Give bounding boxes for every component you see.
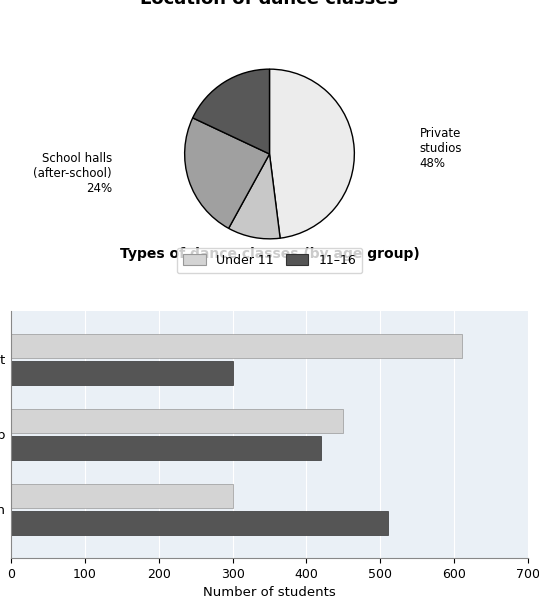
Bar <box>11 361 232 385</box>
Wedge shape <box>185 118 270 229</box>
Title: Types of dance classes (by age group): Types of dance classes (by age group) <box>120 247 419 261</box>
X-axis label: Number of students: Number of students <box>203 586 336 599</box>
Text: Private
studios
48%: Private studios 48% <box>420 127 462 170</box>
Title: Location of dance classes: Location of dance classes <box>141 0 398 8</box>
Text: School halls
(after-school)
24%: School halls (after-school) 24% <box>33 152 112 195</box>
Bar <box>11 484 232 508</box>
Wedge shape <box>193 69 270 154</box>
Legend: Under 11, 11–16: Under 11, 11–16 <box>177 248 362 273</box>
Wedge shape <box>229 154 280 239</box>
Wedge shape <box>270 69 354 238</box>
Text: College-based studios
10%: College-based studios 10% <box>204 312 335 340</box>
Bar <box>11 409 343 433</box>
Bar <box>11 436 321 460</box>
Bar <box>11 334 462 358</box>
Bar <box>11 511 388 535</box>
